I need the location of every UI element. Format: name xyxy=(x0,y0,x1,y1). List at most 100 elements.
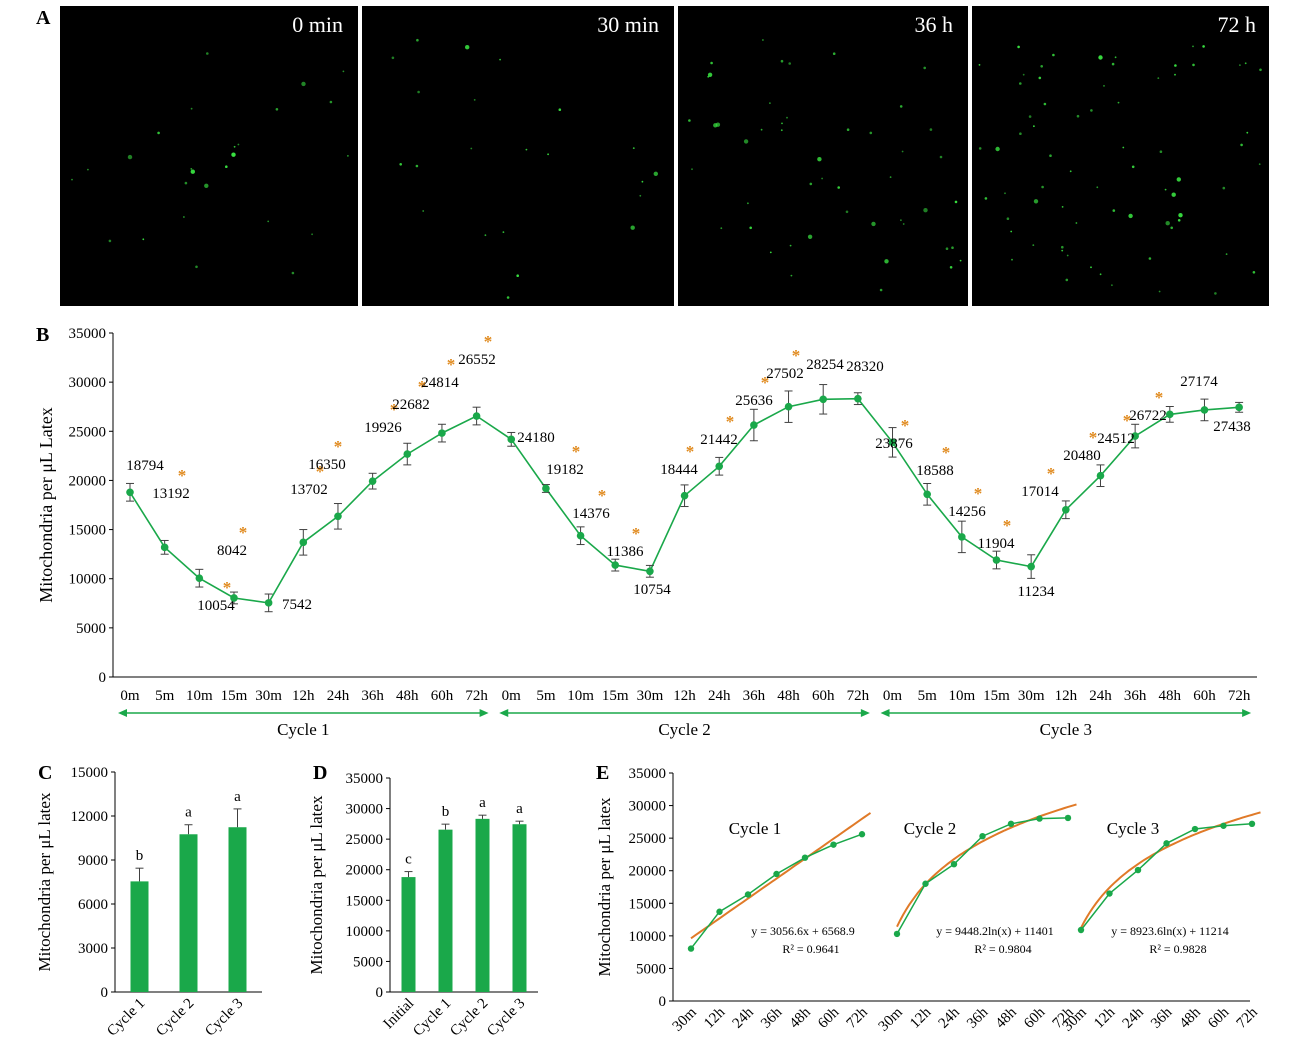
y-tick-label: 25000 xyxy=(629,831,667,847)
significance-star: * xyxy=(1155,388,1164,407)
data-point xyxy=(403,450,412,458)
fluorescent-spot xyxy=(901,150,904,153)
fluorescent-spot xyxy=(233,145,236,148)
fluorescent-spot xyxy=(780,129,783,132)
fluorescent-spot xyxy=(1010,230,1013,233)
significance-star: * xyxy=(239,523,248,542)
y-tick-label: 25000 xyxy=(346,832,384,848)
fluorescent-spot xyxy=(1065,278,1069,282)
fluorescent-spot xyxy=(747,202,749,205)
y-tick-label: 30000 xyxy=(629,799,667,815)
data-point xyxy=(744,891,752,898)
fluorescent-spot xyxy=(899,105,903,108)
fluorescent-spot xyxy=(329,100,333,104)
chart-b-timecourse: 0 5000 10000 15000 20000 25000 30000 35000 Mitoc… xyxy=(36,326,1257,739)
x-tick-label: 0m xyxy=(120,688,140,704)
cycle-arrow-head xyxy=(118,709,127,717)
significance-letter: b xyxy=(442,804,450,820)
fluorescent-spot xyxy=(1178,213,1183,218)
cycle-label: Cycle 2 xyxy=(658,720,710,739)
data-label: 24814 xyxy=(421,375,459,391)
fluorescent-spot xyxy=(978,147,982,150)
fit-r-squared: R² = 0.9828 xyxy=(1149,942,1206,956)
data-point xyxy=(888,438,897,447)
fluorescent-spot xyxy=(1043,102,1047,106)
data-label: 19926 xyxy=(364,420,402,436)
fluorescent-spot xyxy=(900,219,902,222)
data-point xyxy=(715,462,724,471)
fluorescent-spot xyxy=(1164,188,1167,191)
fluorescent-spot xyxy=(923,66,926,70)
fluorescent-spot xyxy=(1165,221,1170,226)
fluorescent-spot xyxy=(1122,146,1125,149)
x-tick-label: 24h xyxy=(327,688,350,704)
fluorescent-spot xyxy=(311,233,313,236)
fluorescent-spot xyxy=(225,165,228,168)
cycle-arrow-head xyxy=(880,709,890,717)
data-label: 14376 xyxy=(572,506,610,522)
data-label: 19182 xyxy=(546,462,584,478)
data-label: 11386 xyxy=(607,544,644,560)
micrograph-0min xyxy=(60,6,358,306)
fluorescent-spot xyxy=(720,227,723,230)
data-point xyxy=(830,841,837,848)
chart-e-fits: 0 5000 10000 15000 20000 25000 30000 35000 Mitoc… xyxy=(595,766,1261,1035)
micrograph-30min xyxy=(362,6,674,306)
fluorescent-spot xyxy=(1159,150,1163,153)
data-label: 17014 xyxy=(1021,484,1059,500)
y-tick-label: 10000 xyxy=(346,924,384,940)
significance-star: * xyxy=(792,346,801,365)
data-label: 18588 xyxy=(916,463,954,479)
micrograph-label-36h: 36 h xyxy=(915,12,954,37)
micrograph-label-0min: 0 min xyxy=(292,12,343,37)
fluorescent-spot xyxy=(499,58,501,61)
y-tick-label: 15000 xyxy=(346,893,384,909)
data-label: 11904 xyxy=(978,536,1015,552)
fluorescent-spot xyxy=(1111,62,1115,66)
fluorescent-spot xyxy=(688,119,691,122)
fluorescent-spot xyxy=(1061,249,1064,252)
panel-d-label: D xyxy=(313,762,327,784)
fluorescent-spot xyxy=(1192,63,1195,67)
x-tick-label: 60h xyxy=(1205,1004,1233,1032)
fluorescent-spot xyxy=(821,177,823,180)
y-tick-label: 5000 xyxy=(353,954,383,970)
fluorescent-spot xyxy=(769,102,771,104)
data-label: 24512 xyxy=(1097,431,1135,447)
y-tick-label: 20000 xyxy=(69,473,107,489)
data-point xyxy=(923,490,931,499)
x-tick-label: 30m xyxy=(876,1004,906,1034)
data-point xyxy=(126,488,134,497)
fluorescent-spot xyxy=(1019,132,1022,135)
cycle-label: Cycle 3 xyxy=(1107,819,1159,838)
data-label: 7542 xyxy=(282,597,312,613)
micrograph-36h xyxy=(678,6,968,306)
data-label: 22682 xyxy=(392,397,430,413)
fluorescent-spot xyxy=(1069,170,1072,173)
data-label: 20480 xyxy=(1063,448,1101,464)
data-label: 26722 xyxy=(1129,408,1167,424)
data-point xyxy=(819,395,827,404)
fluorescent-spot xyxy=(470,147,473,150)
x-tick-label: 60h xyxy=(1193,688,1216,704)
fluorescent-spot xyxy=(1011,258,1013,261)
data-point xyxy=(922,880,929,887)
fluorescent-spot xyxy=(422,210,425,212)
fluorescent-spot xyxy=(1158,290,1161,293)
x-tick-label: 12h xyxy=(907,1004,935,1032)
fluorescent-spot xyxy=(1041,185,1044,189)
significance-letter: a xyxy=(516,801,523,817)
fluorescent-spot xyxy=(949,266,953,269)
fluorescent-spot xyxy=(788,62,791,65)
data-point xyxy=(1235,403,1243,412)
fluorescent-spot xyxy=(1170,226,1173,230)
fluorescent-spot xyxy=(347,155,349,157)
bar xyxy=(438,829,453,992)
cycle-label: Cycle 2 xyxy=(904,819,956,838)
fluorescent-spot xyxy=(639,194,642,197)
data-point xyxy=(1191,825,1199,833)
fluorescent-spot xyxy=(1049,154,1052,157)
fluorescent-spot xyxy=(837,186,840,189)
y-tick-label: 25000 xyxy=(69,424,107,440)
fluorescent-spot xyxy=(1239,64,1241,66)
